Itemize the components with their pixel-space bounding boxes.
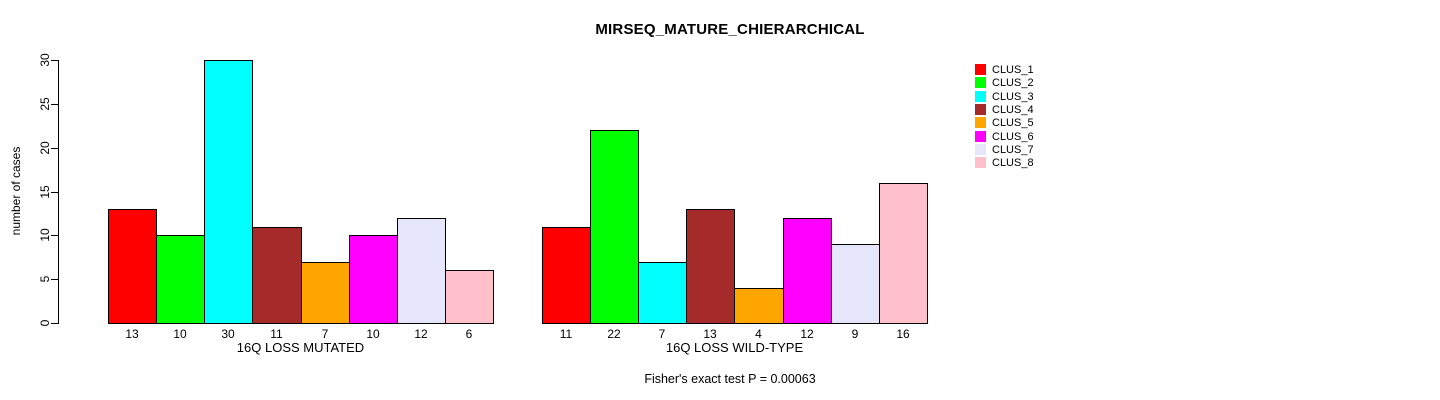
bar-value-label: 11 <box>559 327 573 341</box>
bar-value-label: 13 <box>703 327 717 341</box>
bar-clus_2 <box>156 235 205 324</box>
bar-clus_1 <box>542 227 591 324</box>
legend-item-clus_3: CLUS_3 <box>975 90 1034 103</box>
y-axis-tick <box>51 279 58 280</box>
bar-clus_3 <box>204 60 253 324</box>
legend-item-clus_5: CLUS_5 <box>975 116 1034 129</box>
legend-label: CLUS_1 <box>992 63 1034 76</box>
bar-clus_7 <box>831 244 880 324</box>
legend-label: CLUS_7 <box>992 143 1034 156</box>
y-axis-tick <box>51 104 58 105</box>
y-axis-tick <box>51 323 58 324</box>
bar-clus_4 <box>252 227 302 324</box>
y-axis-tick <box>51 192 58 193</box>
y-axis-line <box>58 60 59 324</box>
bar-clus_5 <box>301 262 350 324</box>
legend-swatch-icon <box>975 157 986 168</box>
bar-value-label: 16 <box>896 327 910 341</box>
legend-label: CLUS_8 <box>992 156 1034 169</box>
legend-item-clus_4: CLUS_4 <box>975 103 1034 116</box>
y-axis-tick-label: 20 <box>38 141 52 155</box>
legend-item-clus_7: CLUS_7 <box>975 143 1034 156</box>
bar-clus_3 <box>638 262 687 324</box>
bar-clus_8 <box>445 270 494 324</box>
bar-value-label: 9 <box>851 327 859 341</box>
bar-clus_1 <box>108 209 157 324</box>
bar-clus_6 <box>783 218 832 324</box>
y-axis-tick <box>51 60 58 61</box>
bar-value-label: 12 <box>800 327 814 341</box>
bar-value-label: 10 <box>173 327 187 341</box>
legend-swatch-icon <box>975 77 986 88</box>
legend-swatch-icon <box>975 91 986 102</box>
legend-item-clus_1: CLUS_1 <box>975 63 1034 76</box>
bar-value-label: 7 <box>321 327 329 341</box>
bar-clus_5 <box>734 288 784 324</box>
legend-item-clus_6: CLUS_6 <box>975 130 1034 143</box>
bar-value-label: 4 <box>755 327 762 341</box>
legend-label: CLUS_5 <box>992 116 1034 129</box>
legend-item-clus_8: CLUS_8 <box>975 156 1034 169</box>
x-axis-group-label-wild-type: 16Q LOSS WILD-TYPE <box>665 340 804 355</box>
y-axis-tick-label: 5 <box>38 275 52 283</box>
legend-swatch-icon <box>975 117 986 128</box>
bar-value-label: 22 <box>607 327 621 341</box>
bar-value-label: 13 <box>125 327 139 341</box>
legend-swatch-icon <box>975 131 986 142</box>
bar-clus_7 <box>397 218 446 324</box>
bar-clus_4 <box>686 209 735 324</box>
y-axis-tick-label: 10 <box>38 228 52 242</box>
fisher-test-footnote: Fisher's exact test P = 0.00063 <box>644 372 816 386</box>
bar-value-label: 12 <box>414 327 428 341</box>
x-axis-group-label-mutated: 16Q LOSS MUTATED <box>236 340 365 355</box>
chart-title: MIRSEQ_MATURE_CHIERARCHICAL <box>595 21 865 38</box>
bar-value-label: 10 <box>366 327 380 341</box>
bar-value-label: 30 <box>221 327 235 341</box>
legend-label: CLUS_4 <box>992 103 1034 116</box>
legend-swatch-icon <box>975 104 986 115</box>
y-axis-label: number of cases <box>9 146 23 236</box>
legend-label: CLUS_2 <box>992 76 1034 89</box>
y-axis-tick <box>51 148 58 149</box>
bar-value-label: 6 <box>465 327 473 341</box>
legend-item-clus_2: CLUS_2 <box>975 76 1034 89</box>
legend-swatch-icon <box>975 144 986 155</box>
y-axis-tick <box>51 235 58 236</box>
y-axis-tick-label: 30 <box>38 53 52 67</box>
bar-clus_6 <box>349 235 398 324</box>
legend-label: CLUS_6 <box>992 130 1034 143</box>
y-axis-tick-label: 15 <box>38 185 52 199</box>
legend-label: CLUS_3 <box>992 90 1034 103</box>
bar-clus_8 <box>879 183 928 324</box>
bar-value-label: 11 <box>270 327 283 341</box>
legend-swatch-icon <box>975 64 986 75</box>
bar-value-label: 7 <box>658 327 666 341</box>
y-axis-tick-label: 25 <box>38 97 52 111</box>
y-axis-tick-label: 0 <box>38 319 52 327</box>
bar-clus_2 <box>590 130 639 324</box>
